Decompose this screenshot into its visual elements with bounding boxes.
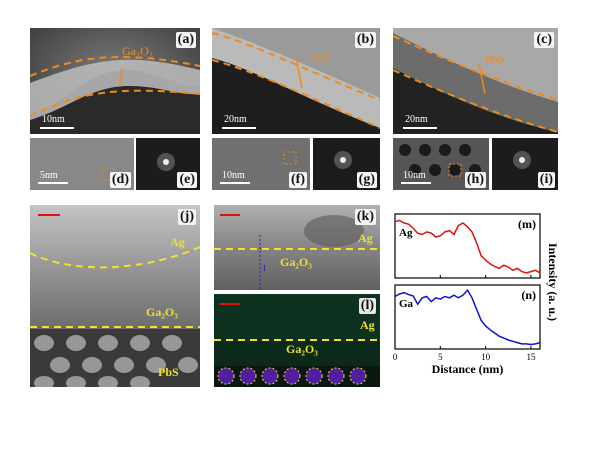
material-label-c: PbS	[485, 52, 505, 66]
x-tick-label: 15	[526, 352, 536, 362]
scale-bar-f	[220, 182, 250, 184]
scale-bar-b	[222, 127, 256, 129]
fft-image-e	[136, 138, 200, 190]
tem-image-c	[393, 28, 558, 134]
series-label-ag: Ag	[399, 227, 413, 239]
tem-image-a	[30, 28, 200, 134]
ag-label-k: Ag	[358, 231, 373, 245]
haadf-panel-j: Ag Ga₂O₃ PbS (j)	[30, 205, 200, 387]
pbs-label-j: PbS	[158, 365, 179, 379]
y-axis-label: Intensity (a. u.)	[546, 243, 560, 321]
haadf-panel-k: Ag Ga₂O₃ 1 (k)	[214, 205, 380, 290]
panel-label-m: (m)	[518, 217, 536, 231]
x-tick-label: 10	[481, 352, 491, 362]
ga2o3-label-k: Ga₂O₃	[280, 255, 312, 269]
hrtem-panel-f: (f) 10nm	[212, 138, 310, 190]
ga2o3-label-j: Ga₂O₃	[146, 305, 178, 319]
scale-text-h: 10nm	[403, 170, 426, 181]
material-label-a: Ga₂O₃	[122, 44, 154, 58]
panel-label-h: (h)	[464, 172, 486, 188]
hrtem-panel-h: (h) 10nm	[393, 138, 489, 190]
line-marker-k: 1	[262, 263, 267, 273]
haadf-image-k	[214, 205, 380, 290]
ga2o3-label-l: Ga₂O₃	[286, 342, 318, 356]
scale-bar-a	[40, 127, 74, 129]
eds-panel-l: Ag Ga₂O₃ (l)	[214, 294, 380, 387]
scale-bar-d	[38, 182, 68, 184]
series-line-ag	[394, 219, 541, 274]
panel-label-k: (k)	[354, 209, 376, 225]
tem-panel-b: PbS (b) 20nm	[212, 28, 380, 134]
panel-label-e: (e)	[177, 172, 197, 188]
ag-label-l: Ag	[360, 318, 375, 332]
scale-text-d: 5nm	[40, 170, 58, 181]
panel-label-n: (n)	[521, 288, 536, 302]
panel-label-f: (f)	[289, 172, 307, 188]
haadf-image-j	[30, 205, 200, 387]
panel-label-a: (a)	[175, 32, 196, 48]
eds-map-l	[214, 294, 380, 387]
x-axis-label: Distance (nm)	[432, 362, 504, 376]
panel-label-l: (l)	[358, 298, 376, 314]
series-label-ga: Ga	[399, 298, 414, 310]
tem-image-b	[212, 28, 380, 134]
series-line-ga	[394, 288, 541, 346]
tem-panel-a: Ga₂O₃ (a) 10nm	[30, 28, 200, 134]
fft-image-i	[492, 138, 558, 190]
scale-text-b: 20nm	[224, 114, 247, 125]
material-label-b: PbS	[310, 50, 330, 64]
fft-panel-g: (g)	[313, 138, 380, 190]
fft-panel-e: (e)	[136, 138, 200, 190]
scale-text-a: 10nm	[42, 114, 65, 125]
scale-bar-c	[403, 127, 437, 129]
panel-label-c: (c)	[534, 32, 554, 48]
scale-text-f: 10nm	[222, 170, 245, 181]
panel-label-j: (j)	[178, 209, 196, 225]
chart-frame-n	[394, 284, 541, 350]
scale-text-c: 20nm	[405, 114, 428, 125]
tem-panel-c: PbS (c) 20nm	[393, 28, 558, 134]
x-tick-label: 0	[393, 352, 398, 362]
panel-label-d: (d)	[109, 172, 131, 188]
chart-frame-m	[394, 213, 541, 279]
panel-label-g: (g)	[356, 172, 377, 188]
ag-label-j: Ag	[170, 235, 185, 249]
hrtem-panel-d: (d) 5nm	[30, 138, 134, 190]
x-tick-label: 5	[438, 352, 443, 362]
scale-bar-h	[401, 182, 431, 184]
panel-label-b: (b)	[354, 32, 376, 48]
fft-panel-i: (i)	[492, 138, 558, 190]
panel-label-i: (i)	[537, 172, 555, 188]
